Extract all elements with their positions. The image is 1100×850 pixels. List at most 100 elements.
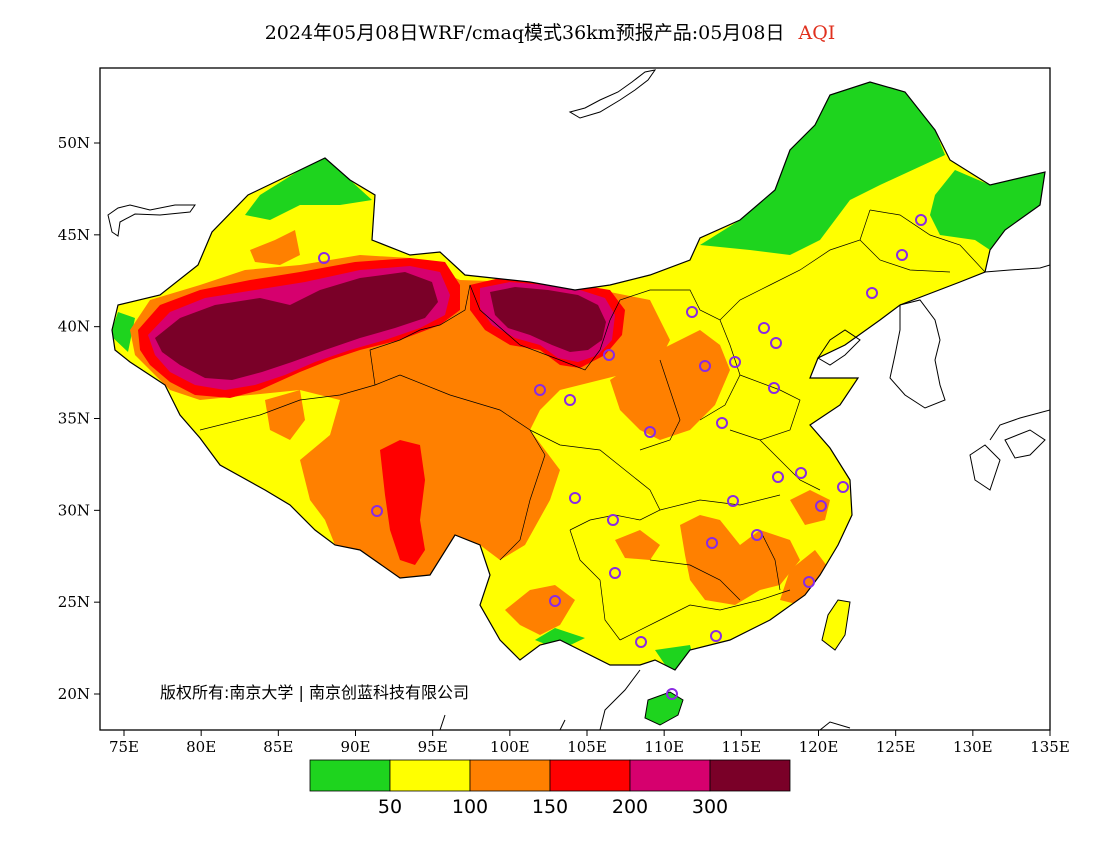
station-marker <box>699 360 711 372</box>
map-title-variable: AQI <box>798 22 836 44</box>
boundary-jiangxi-fujian <box>759 529 781 591</box>
neighbor-coastlines <box>107 69 1050 730</box>
x-tick-label: 120E <box>799 738 839 756</box>
station-marker <box>603 349 615 361</box>
map-content: 版权所有:南京大学 | 南京创蓝科技有限公司 <box>107 69 1050 730</box>
boundary-xinjiang-tibet <box>199 374 401 431</box>
station-markers <box>318 214 927 700</box>
boundary-northeast <box>869 209 986 273</box>
map-frame <box>99 67 1051 731</box>
boundary-anhui-jiangsu <box>759 439 821 491</box>
station-marker <box>770 337 782 349</box>
x-tick-label: 75E <box>109 738 139 756</box>
station-marker <box>727 495 739 507</box>
aqi-zone-kashgar-green <box>112 312 135 352</box>
legend-swatch <box>629 759 711 792</box>
station-marker <box>837 481 849 493</box>
station-marker <box>706 537 718 549</box>
y-axis: 50N 45N 40N 35N 30N 25N 20N <box>58 134 100 703</box>
aqi-zone-alxa-hazardous <box>490 287 606 352</box>
aqi-zone-shanxi-orange <box>610 330 730 440</box>
x-tick-label: 90E <box>340 738 370 756</box>
boundary-guangxi-guangdong <box>619 589 791 641</box>
station-marker <box>318 252 330 264</box>
legend-swatch <box>709 759 791 792</box>
hainan-island <box>644 691 684 726</box>
map-title-main: 2024年05月08日WRF/cmaq模式36km预报产品:05月08日 <box>264 22 785 44</box>
station-marker <box>795 467 807 479</box>
legend-label: 100 <box>452 796 488 818</box>
station-marker <box>758 322 770 334</box>
station-marker <box>751 529 763 541</box>
boundary-sichuan-yunnan <box>499 454 546 561</box>
x-tick-label: 110E <box>644 738 684 756</box>
x-tick-label: 130E <box>953 738 993 756</box>
station-marker <box>729 356 741 368</box>
boundary-qinghai-gansu <box>469 284 601 371</box>
aqi-zone-tibet-west-orange <box>265 390 305 440</box>
map-title: 2024年05月08日WRF/cmaq模式36km预报产品:05月08日 AQI <box>0 18 1100 45</box>
philippines-coast <box>819 721 851 730</box>
station-marker <box>607 514 619 526</box>
station-marker <box>896 249 908 261</box>
sakhalin-coast <box>568 69 657 119</box>
legend-label: 150 <box>532 796 568 818</box>
boundary-xinjiang-qinghai <box>369 284 471 386</box>
station-marker <box>710 630 722 642</box>
aqi-zone-heilongjiang-green <box>930 170 1045 250</box>
station-marker <box>716 417 728 429</box>
y-tick-label: 35N <box>58 410 90 428</box>
indochina-coast <box>439 669 641 730</box>
y-tick-label: 45N <box>58 226 90 244</box>
boundary-sichuan <box>529 429 661 531</box>
aqi-zone-northeast-green <box>700 82 945 255</box>
boundary-hunan <box>649 559 741 601</box>
boundary-qinghai-tibet <box>399 374 546 456</box>
x-tick-label: 125E <box>876 738 916 756</box>
aqi-zone-guizhou-orange <box>615 530 660 560</box>
boundary-yunnan-guizhou <box>569 529 621 641</box>
aqi-zone-altai-green <box>245 158 372 220</box>
kazakh-lake <box>107 204 196 237</box>
province-boundaries <box>199 209 986 641</box>
x-tick-label: 105E <box>567 738 607 756</box>
x-tick-label: 85E <box>263 738 293 756</box>
legend-swatch <box>469 759 551 792</box>
x-tick-label: 80E <box>186 738 216 756</box>
y-tick-label: 30N <box>58 501 90 519</box>
korea-coast <box>889 299 946 409</box>
bohai-coast <box>817 329 861 366</box>
station-marker <box>569 492 581 504</box>
station-marker <box>815 500 827 512</box>
x-tick-label: 115E <box>722 738 762 756</box>
station-marker <box>772 471 784 483</box>
station-marker <box>549 595 561 607</box>
x-axis: 75E 80E 85E 90E 95E 100E 105E 110E 115E 120E 125E 1… <box>109 730 1070 756</box>
station-marker <box>803 576 815 588</box>
boundary-shaanxi <box>639 359 681 451</box>
taiwan-island <box>821 599 851 651</box>
x-tick-label: 95E <box>418 738 448 756</box>
y-tick-label: 40N <box>58 318 90 336</box>
y-tick-label: 25N <box>58 593 90 611</box>
station-marker <box>371 505 383 517</box>
aqi-zone-jiangsu-orange <box>790 490 830 525</box>
station-marker <box>635 636 647 648</box>
legend-swatch <box>549 759 631 792</box>
station-marker <box>609 567 621 579</box>
legend-label: 300 <box>692 796 728 818</box>
aqi-zone-xinjiang-north-orange <box>250 230 300 265</box>
y-tick-label: 20N <box>58 685 90 703</box>
station-marker <box>768 382 780 394</box>
station-marker <box>564 394 576 406</box>
aqi-zone-taklamakan-hazardous <box>155 272 438 380</box>
x-tick-label: 135E <box>1030 738 1070 756</box>
copyright-text: 版权所有:南京大学 | 南京创蓝科技有限公司 <box>160 683 469 702</box>
legend-swatch <box>309 759 391 792</box>
station-marker <box>644 426 656 438</box>
aqi-zone-tibet-red <box>380 440 425 565</box>
legend-label: 200 <box>612 796 648 818</box>
boundary-shandong-henan <box>729 374 801 441</box>
station-marker <box>666 688 678 700</box>
